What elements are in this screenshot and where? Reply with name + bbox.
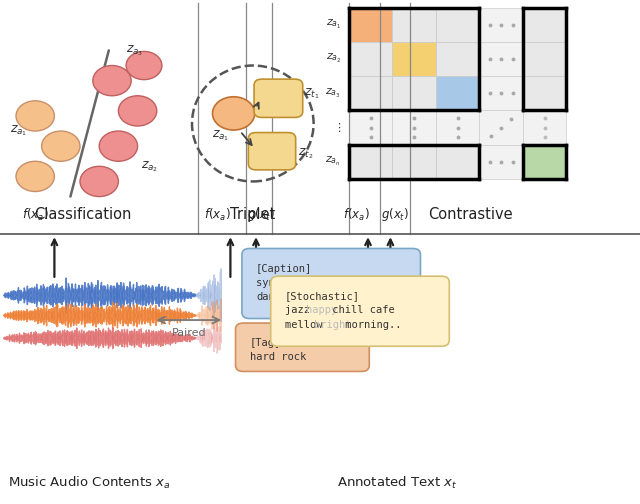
Circle shape bbox=[80, 166, 118, 197]
Bar bbox=[523, 42, 566, 76]
Bar bbox=[479, 42, 523, 76]
Bar bbox=[349, 145, 392, 179]
FancyBboxPatch shape bbox=[254, 79, 303, 117]
Text: $f(x_a)$: $f(x_a)$ bbox=[204, 207, 231, 223]
Bar bbox=[436, 145, 479, 179]
Text: morning..: morning.. bbox=[339, 320, 401, 330]
Bar bbox=[523, 110, 566, 145]
Text: $z_{t_1}$: $z_{t_1}$ bbox=[364, 0, 378, 3]
Text: Contrastive: Contrastive bbox=[428, 207, 513, 222]
Text: $z_{a_2}$: $z_{a_2}$ bbox=[326, 52, 341, 66]
Text: hard rock: hard rock bbox=[250, 352, 306, 362]
Circle shape bbox=[93, 66, 131, 96]
Bar bbox=[392, 110, 436, 145]
Circle shape bbox=[42, 131, 80, 161]
Bar bbox=[392, 76, 436, 110]
FancyBboxPatch shape bbox=[242, 248, 420, 319]
Bar bbox=[479, 110, 523, 145]
Text: $z_{a_3}$: $z_{a_3}$ bbox=[125, 43, 143, 57]
Bar bbox=[523, 76, 566, 110]
Bar bbox=[479, 76, 523, 110]
Text: jazz: jazz bbox=[285, 305, 316, 316]
Text: happy: happy bbox=[306, 305, 337, 316]
Text: $z_{a_1}$: $z_{a_1}$ bbox=[10, 124, 27, 138]
Circle shape bbox=[118, 96, 157, 126]
Text: $z_{t_2}$: $z_{t_2}$ bbox=[407, 0, 421, 3]
Text: Music Audio Contents $x_a$: Music Audio Contents $x_a$ bbox=[8, 475, 171, 491]
Circle shape bbox=[212, 97, 255, 130]
FancyBboxPatch shape bbox=[248, 133, 296, 170]
Bar bbox=[523, 145, 566, 179]
Text: Classification: Classification bbox=[35, 207, 132, 222]
Bar bbox=[479, 8, 523, 42]
Bar bbox=[392, 8, 436, 42]
Bar bbox=[392, 145, 436, 179]
Bar bbox=[349, 8, 392, 42]
Bar bbox=[436, 8, 479, 42]
Text: Paired: Paired bbox=[172, 328, 206, 338]
Bar bbox=[392, 42, 436, 76]
Circle shape bbox=[99, 131, 138, 161]
Bar bbox=[436, 76, 479, 110]
Text: $f(x_a)$: $f(x_a)$ bbox=[22, 207, 49, 223]
Text: Triplet: Triplet bbox=[230, 207, 275, 222]
Text: Annotated Text $x_t$: Annotated Text $x_t$ bbox=[337, 475, 457, 491]
Circle shape bbox=[16, 101, 54, 131]
Circle shape bbox=[126, 51, 162, 80]
Text: [Stochastic]: [Stochastic] bbox=[285, 291, 360, 301]
Text: $z_{t_1}$: $z_{t_1}$ bbox=[304, 86, 319, 100]
Text: $z_{a_1}$: $z_{a_1}$ bbox=[212, 129, 229, 143]
Text: chill cafe: chill cafe bbox=[326, 305, 395, 316]
Text: mellow: mellow bbox=[285, 320, 328, 330]
Text: [Caption]: [Caption] bbox=[256, 264, 312, 274]
Bar bbox=[436, 110, 479, 145]
Bar bbox=[349, 42, 392, 76]
Text: $g(x_t)$: $g(x_t)$ bbox=[381, 206, 410, 223]
Text: $z_{a_n}$: $z_{a_n}$ bbox=[325, 155, 341, 168]
FancyBboxPatch shape bbox=[271, 276, 449, 346]
Bar bbox=[349, 76, 392, 110]
Text: $z_{t_n}$: $z_{t_n}$ bbox=[538, 0, 552, 3]
Text: $f(x_a)$: $f(x_a)$ bbox=[343, 207, 370, 223]
Circle shape bbox=[16, 161, 54, 192]
Text: bright: bright bbox=[314, 320, 351, 330]
Text: $z_{a_3}$: $z_{a_3}$ bbox=[326, 87, 341, 100]
Bar bbox=[479, 145, 523, 179]
Text: synthesizer party EDM club: synthesizer party EDM club bbox=[256, 278, 419, 288]
Bar bbox=[349, 110, 392, 145]
Text: $g(x_t)$: $g(x_t)$ bbox=[247, 206, 275, 223]
Text: danc: danc bbox=[256, 292, 281, 302]
Text: [Tag]: [Tag] bbox=[250, 338, 281, 348]
Text: $z_{a_1}$: $z_{a_1}$ bbox=[326, 18, 341, 31]
Text: $z_{t_2}$: $z_{t_2}$ bbox=[298, 147, 313, 161]
Text: $z_{a_2}$: $z_{a_2}$ bbox=[141, 159, 158, 173]
Text: $z_{t_3}$: $z_{t_3}$ bbox=[451, 0, 465, 3]
FancyBboxPatch shape bbox=[236, 323, 369, 371]
Bar bbox=[436, 42, 479, 76]
Bar bbox=[523, 8, 566, 42]
Text: $\vdots$: $\vdots$ bbox=[333, 121, 341, 134]
